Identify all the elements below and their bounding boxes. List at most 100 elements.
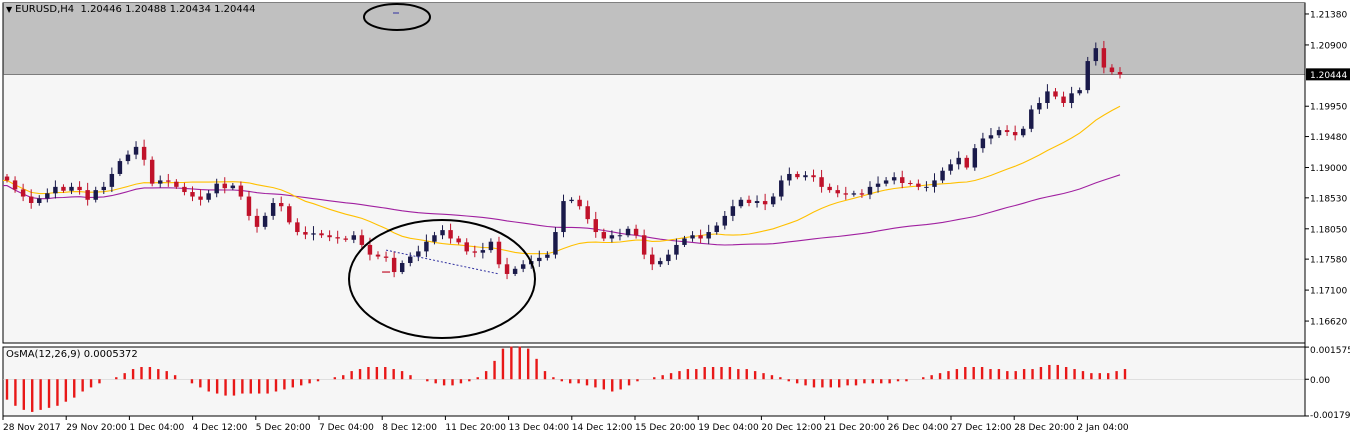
candle [77, 181, 82, 195]
candle [375, 251, 381, 260]
ohlc-values: 1.20446 1.20488 1.20434 1.20444 [80, 4, 256, 15]
candle-body [295, 222, 300, 233]
pattern-annotation-ellipse [348, 219, 536, 339]
candle [311, 226, 316, 241]
candle-body [770, 196, 776, 205]
candle [1069, 86, 1074, 109]
candle-body [875, 183, 881, 187]
candle [617, 228, 623, 241]
candle-body [367, 244, 373, 255]
candle-body [327, 235, 332, 238]
candle [770, 193, 776, 207]
candle [109, 167, 115, 193]
candle [4, 173, 10, 183]
candle-body [182, 186, 187, 193]
candle [875, 176, 881, 193]
candle [609, 230, 615, 243]
candle [20, 183, 26, 202]
candle-body [1117, 72, 1123, 75]
candle [754, 195, 760, 208]
candle [246, 190, 252, 221]
candle [980, 132, 986, 153]
candle-body [617, 235, 623, 237]
candle [666, 249, 671, 265]
price-tick-label: 1.19480 [1310, 133, 1347, 143]
candle [222, 177, 227, 194]
candle [238, 181, 244, 200]
candle-body [230, 185, 236, 189]
candle-body [1101, 48, 1107, 68]
candle [512, 266, 518, 277]
candle-body [254, 215, 260, 227]
candle-body [1004, 130, 1010, 133]
candle [174, 179, 179, 189]
candle [537, 250, 542, 267]
candle-body [972, 148, 978, 168]
candle-body [561, 201, 566, 233]
candle [391, 251, 397, 278]
candle-body [754, 201, 760, 203]
candle-body [158, 180, 163, 184]
candle-body [4, 176, 10, 181]
candle-body [141, 146, 147, 160]
candle [964, 155, 969, 170]
candle-body [1012, 132, 1018, 136]
candle-body [37, 198, 42, 203]
candle-body [488, 241, 494, 251]
candle-body [109, 173, 115, 187]
candle [762, 193, 768, 211]
candle [738, 197, 744, 209]
candle-body [827, 186, 832, 191]
candle-body [633, 228, 639, 236]
current-price-box [1306, 68, 1350, 81]
candle-body [343, 238, 348, 240]
current-price-label: 1.20444 [1310, 71, 1347, 81]
candle [37, 195, 42, 206]
candle [448, 223, 453, 244]
candle-body [85, 190, 90, 200]
dropdown-arrow-icon[interactable]: ▼ [6, 5, 13, 14]
candle [327, 230, 332, 242]
candle [287, 203, 292, 225]
candle-body [117, 161, 123, 174]
time-tick-label: 15 Dec 20:00 [635, 423, 696, 433]
candle-body [1053, 91, 1058, 97]
candle [545, 251, 550, 261]
candle [1020, 126, 1026, 138]
candle [504, 257, 510, 280]
price-tick-label: 1.16620 [1310, 318, 1347, 328]
candle [359, 229, 365, 250]
time-tick-label: 11 Dec 20:00 [445, 423, 506, 433]
candle-body [1045, 91, 1050, 103]
top-annotation-ellipse [363, 3, 431, 31]
candle-body [456, 238, 461, 243]
time-tick-label: 14 Dec 12:00 [572, 423, 633, 433]
candle [182, 182, 187, 196]
candle-body [45, 193, 50, 199]
price-tick-label: 1.21380 [1310, 10, 1347, 20]
time-tick-label: 2 Jan 04:00 [1077, 423, 1129, 433]
time-tick-label: 28 Dec 20:00 [1014, 423, 1075, 433]
indicator-title: OsMA(12,26,9) 0.0005372 [6, 349, 138, 360]
candle [262, 212, 268, 230]
price-tick-label: 1.17580 [1310, 256, 1347, 266]
candle [69, 182, 74, 195]
price-tick-label: 1.20900 [1310, 41, 1347, 51]
candle [625, 226, 631, 238]
candle-body [658, 261, 663, 265]
candle [93, 186, 98, 203]
candle-body [520, 264, 526, 269]
candle [948, 159, 953, 175]
symbol-label: EURUSD,H4 [15, 4, 75, 15]
candle [553, 227, 558, 259]
candle-body [569, 199, 574, 202]
candle [198, 189, 203, 206]
candle [496, 236, 502, 269]
candle [45, 188, 50, 203]
candle [585, 200, 590, 224]
candle-body [932, 180, 937, 187]
candle-body [69, 186, 74, 191]
candle-body [278, 203, 284, 207]
candle [295, 218, 300, 236]
